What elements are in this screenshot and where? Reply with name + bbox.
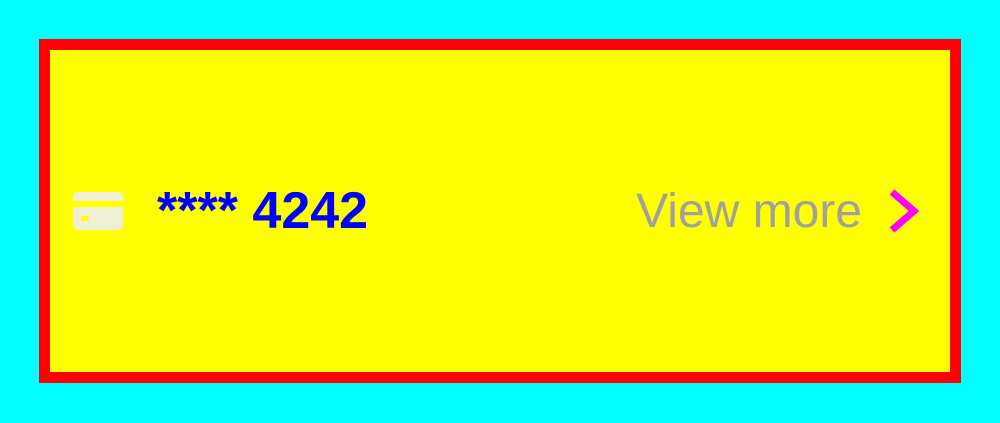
view-more-label: View more (636, 184, 862, 238)
payment-card-content: **** 4242 View more (50, 50, 950, 372)
credit-card-icon (73, 192, 123, 230)
chevron-right-icon (886, 188, 922, 234)
view-more-link[interactable]: View more (636, 184, 922, 239)
payment-card-row[interactable]: **** 4242 View more (39, 39, 961, 383)
masked-card-number: **** 4242 (157, 182, 369, 240)
